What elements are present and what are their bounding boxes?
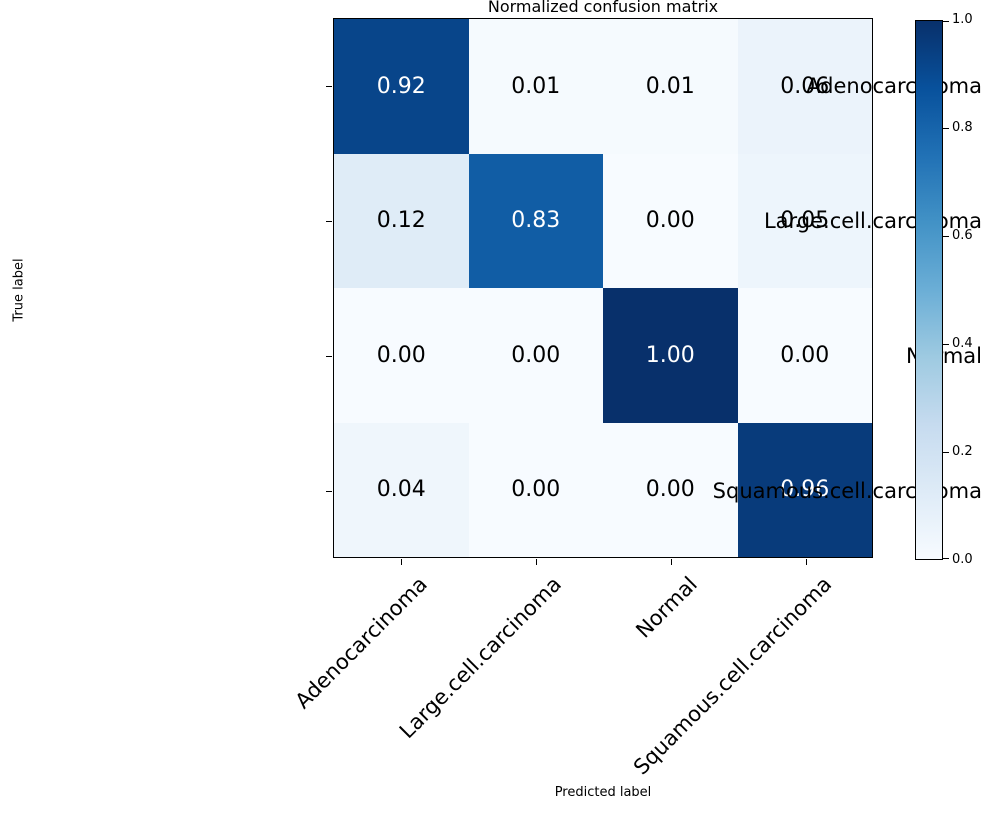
colorbar-tick-label-5: 0.0 [952,552,973,567]
ytick-label-0: Adenocarcinoma [806,73,982,98]
matrix-cell-r3c3: 0.96 [737,422,872,557]
matrix-cell-r0c3: 0.06 [737,19,872,154]
x-axis-tick [400,559,402,565]
colorbar-tick [943,558,949,559]
matrix-cell-r3c2: 0.00 [603,422,738,557]
colorbar-tick [943,344,949,345]
y-axis-tick [326,355,332,357]
chart-title: Normalized confusion matrix [487,0,719,16]
matrix-cell-r0c2: 0.01 [603,19,738,154]
ytick-label-1: Large.cell.carcinoma [763,208,982,233]
y-axis-title: True label [11,258,27,322]
xtick-label-2: Normal [630,572,702,643]
x-axis-title: Predicted label [554,785,652,800]
matrix-cell-r0c1: 0.01 [468,19,603,154]
colorbar-tick-label-4: 0.2 [952,444,973,459]
colorbar-tick-label-3: 0.4 [952,336,973,351]
x-axis-tick [670,559,672,565]
matrix-cell-r2c3: 0.00 [737,288,872,423]
colorbar-tick [943,21,949,22]
xtick-label-0: Adenocarcinoma [290,572,432,714]
matrix-cell-r2c2: 1.00 [603,288,738,423]
matrix-cell-r2c1: 0.00 [468,288,603,423]
colorbar-tick [943,128,949,129]
matrix-cell-r0c0: 0.92 [334,19,469,154]
matrix-cell-r1c3: 0.05 [737,153,872,288]
colorbar-tick [943,452,949,453]
x-axis-tick [805,559,807,565]
colorbar-tick [943,236,949,237]
y-axis-tick [326,85,332,87]
heatmap-grid: 0.92 0.01 0.01 0.06 0.12 0.83 0.00 0.05 0.00 0.00… [333,18,873,558]
colorbar-tick-label-2: 0.6 [952,228,973,243]
matrix-cell-r2c0: 0.00 [334,288,469,423]
matrix-cell-r1c0: 0.12 [334,153,469,288]
matrix-cell-r1c1: 0.83 [468,153,603,288]
y-axis-tick [326,220,332,222]
matrix-cell-r1c2: 0.00 [603,153,738,288]
matrix-cell-r3c1: 0.00 [468,422,603,557]
x-axis-tick [535,559,537,565]
colorbar-tick-label-1: 0.8 [952,120,973,135]
colorbar-tick-label-0: 1.0 [952,12,973,27]
matrix-cell-r3c0: 0.04 [334,422,469,557]
y-axis-tick [326,490,332,492]
colorbar [915,20,943,560]
